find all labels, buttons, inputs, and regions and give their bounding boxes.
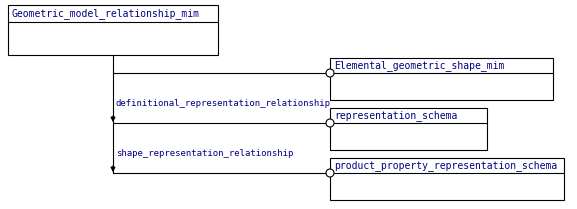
Text: representation_schema: representation_schema	[334, 110, 458, 121]
Text: shape_representation_relationship: shape_representation_relationship	[116, 149, 293, 158]
Text: Elemental_geometric_shape_mim: Elemental_geometric_shape_mim	[334, 60, 504, 71]
Circle shape	[326, 119, 334, 127]
Bar	[330, 108, 487, 150]
Circle shape	[326, 169, 334, 177]
Bar	[330, 58, 553, 100]
Text: Geometric_model_relationship_mim: Geometric_model_relationship_mim	[12, 8, 200, 19]
Text: product_property_representation_schema: product_property_representation_schema	[334, 160, 557, 171]
Circle shape	[326, 69, 334, 77]
Bar	[330, 158, 564, 200]
Text: definitional_representation_relationship: definitional_representation_relationship	[116, 99, 331, 108]
Bar	[8, 5, 218, 55]
